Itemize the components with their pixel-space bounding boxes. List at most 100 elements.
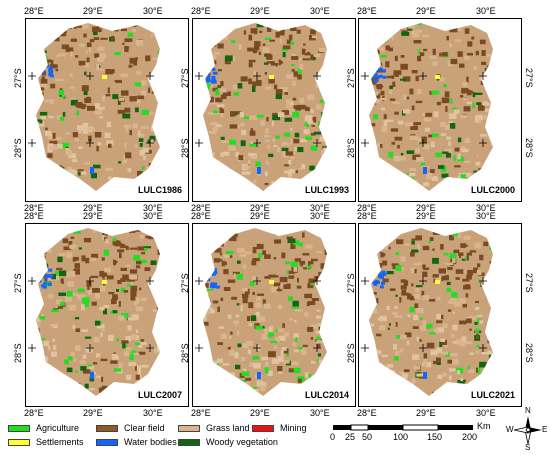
x-tick-label: 29°E bbox=[250, 211, 270, 221]
scale-tick-150: 150 bbox=[427, 432, 443, 442]
map-image bbox=[28, 228, 160, 396]
panel-title: LULC2007 bbox=[137, 390, 182, 400]
x-tick-label: 29°E bbox=[416, 6, 436, 16]
y-tick-label: 27°S bbox=[13, 68, 23, 88]
x-tick-label: 30°E bbox=[310, 211, 330, 221]
panel-title: LULC2014 bbox=[304, 390, 349, 400]
x-tick-label: 30°E bbox=[476, 203, 496, 213]
x-tick-label: 29°E bbox=[83, 408, 103, 418]
legend-label: Agriculture bbox=[36, 423, 80, 433]
legend-swatch bbox=[96, 438, 118, 446]
legend-swatch bbox=[178, 424, 200, 432]
x-tick-label: 30°E bbox=[310, 6, 330, 16]
x-tick-label: 28°E bbox=[357, 203, 377, 213]
x-tick-label: 29°E bbox=[83, 203, 103, 213]
y-tick-label: 27°S bbox=[524, 68, 534, 88]
east-label: E bbox=[542, 425, 548, 434]
y-tick-label: 28°S bbox=[346, 343, 356, 363]
north-arrow-icon: N S W E bbox=[506, 406, 548, 452]
panel-title: LULC2000 bbox=[470, 185, 515, 195]
y-tick-label: 28°S bbox=[346, 138, 356, 158]
y-tick-label: 28°S bbox=[180, 343, 190, 363]
x-tick-label: 30°E bbox=[476, 408, 496, 418]
scale-tick-0: 0 bbox=[330, 432, 336, 442]
north-label: N bbox=[525, 406, 531, 415]
x-tick-label: 29°E bbox=[83, 6, 103, 16]
x-tick-label: 28°E bbox=[357, 6, 377, 16]
x-tick-label: 28°E bbox=[24, 408, 44, 418]
x-tick-label: 30°E bbox=[310, 203, 330, 213]
map-image bbox=[28, 23, 160, 191]
west-label: W bbox=[506, 425, 514, 434]
legend-item-settlements: Settlements bbox=[8, 437, 84, 447]
map-panel-lulc1993: LULC1993 bbox=[192, 18, 356, 202]
x-tick-label: 28°E bbox=[24, 203, 44, 213]
x-tick-label: 28°E bbox=[357, 211, 377, 221]
y-tick-label: 27°S bbox=[346, 68, 356, 88]
y-tick-label: 28°S bbox=[13, 138, 23, 158]
legend-label: Woody vegetation bbox=[206, 437, 278, 447]
panel-title: LULC1993 bbox=[304, 185, 349, 195]
legend-swatch bbox=[8, 424, 30, 432]
x-tick-label: 30°E bbox=[143, 203, 163, 213]
panel-title: LULC2021 bbox=[470, 390, 515, 400]
scale-tick-25: 25 bbox=[345, 432, 356, 442]
south-label: S bbox=[525, 443, 531, 452]
x-tick-label: 28°E bbox=[191, 6, 211, 16]
x-tick-label: 29°E bbox=[416, 408, 436, 418]
y-tick-label: 27°S bbox=[13, 273, 23, 293]
legend-label: Mining bbox=[280, 423, 307, 433]
x-tick-label: 29°E bbox=[250, 203, 270, 213]
x-tick-label: 30°E bbox=[143, 6, 163, 16]
x-tick-label: 28°E bbox=[24, 6, 44, 16]
legend-item-agriculture: Agriculture bbox=[8, 423, 79, 433]
x-tick-label: 30°E bbox=[476, 211, 496, 221]
scale-tick-100: 100 bbox=[393, 432, 409, 442]
y-tick-label: 28°S bbox=[180, 138, 190, 158]
y-tick-label: 28°S bbox=[524, 343, 534, 363]
x-tick-label: 30°E bbox=[143, 211, 163, 221]
x-tick-label: 30°E bbox=[476, 6, 496, 16]
legend-label: Clear field bbox=[124, 423, 165, 433]
x-tick-label: 28°E bbox=[191, 211, 211, 221]
map-image bbox=[361, 23, 493, 191]
map-image bbox=[195, 23, 327, 191]
x-tick-label: 30°E bbox=[310, 408, 330, 418]
x-tick-label: 29°E bbox=[250, 6, 270, 16]
legend-item-water-bodies: Water bodies bbox=[96, 437, 177, 447]
map-panel-lulc2007: LULC2007 bbox=[25, 223, 189, 407]
y-tick-label: 27°S bbox=[180, 273, 190, 293]
y-tick-label: 27°S bbox=[346, 273, 356, 293]
legend-item-mining: Mining bbox=[252, 423, 307, 433]
map-panel-lulc1986: LULC1986 bbox=[25, 18, 189, 202]
x-tick-label: 29°E bbox=[416, 211, 436, 221]
y-tick-label: 27°S bbox=[180, 68, 190, 88]
map-image bbox=[361, 228, 493, 396]
legend-label: Settlements bbox=[36, 437, 84, 447]
map-panel-lulc2000: LULC2000 bbox=[358, 18, 522, 202]
legend-item-clear-field: Clear field bbox=[96, 423, 165, 433]
panel-title: LULC1986 bbox=[137, 185, 182, 195]
y-tick-label: 28°S bbox=[524, 138, 534, 158]
map-panel-lulc2021: LULC2021 bbox=[358, 223, 522, 407]
x-tick-label: 29°E bbox=[250, 408, 270, 418]
legend-label: Water bodies bbox=[124, 437, 177, 447]
legend-swatch bbox=[8, 438, 30, 446]
x-tick-label: 28°E bbox=[191, 203, 211, 213]
legend-label: Grass land bbox=[206, 423, 250, 433]
map-image bbox=[195, 228, 327, 396]
scale-tick-200: 200 bbox=[462, 432, 478, 442]
map-panel-lulc2014: LULC2014 bbox=[192, 223, 356, 407]
legend-swatch bbox=[252, 424, 274, 432]
scale-tick-50: 50 bbox=[362, 432, 373, 442]
x-tick-label: 29°E bbox=[83, 211, 103, 221]
y-tick-label: 28°S bbox=[13, 343, 23, 363]
x-tick-label: 30°E bbox=[143, 408, 163, 418]
legend-item-grass-land: Grass land bbox=[178, 423, 250, 433]
legend-swatch bbox=[178, 438, 200, 446]
x-tick-label: 28°E bbox=[357, 408, 377, 418]
legend-swatch bbox=[96, 424, 118, 432]
y-tick-label: 27°S bbox=[524, 273, 534, 293]
scale-bar-graphic bbox=[333, 424, 473, 431]
x-tick-label: 29°E bbox=[416, 203, 436, 213]
